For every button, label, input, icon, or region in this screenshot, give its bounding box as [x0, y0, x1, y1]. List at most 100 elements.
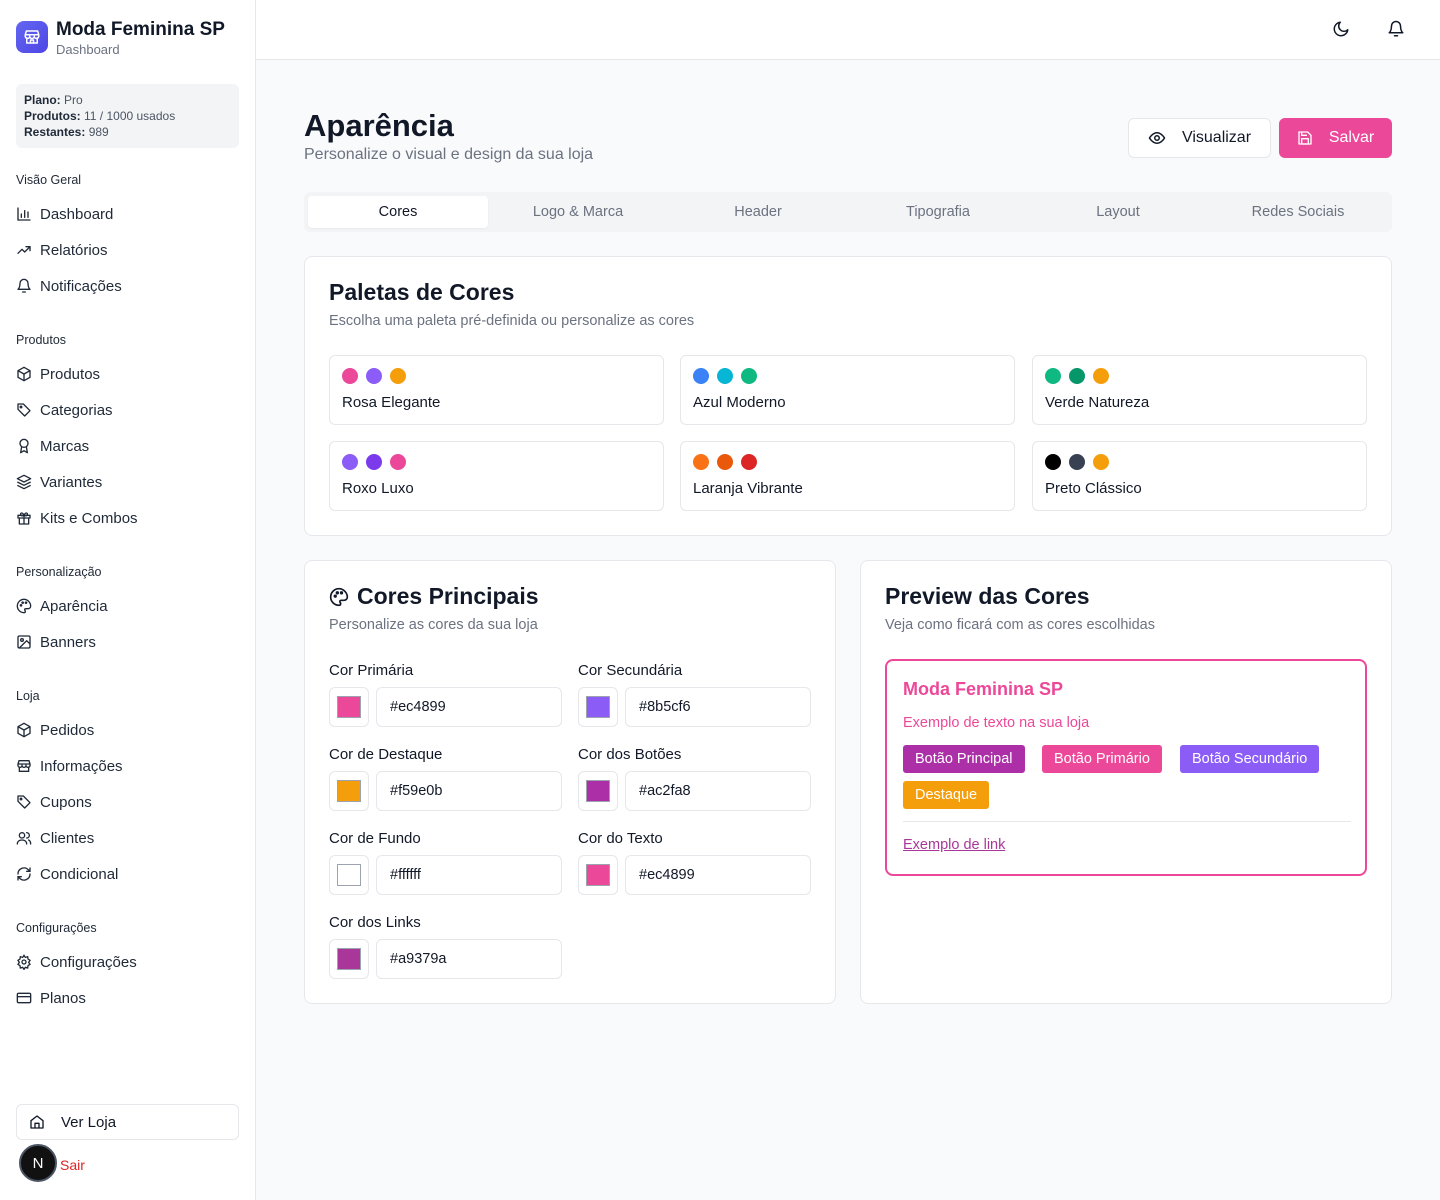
- tab-logo-marca[interactable]: Logo & Marca: [532, 204, 624, 220]
- preview-title: Preview das Cores: [885, 583, 1090, 609]
- tab-redes-sociais[interactable]: Redes Sociais: [1251, 204, 1345, 220]
- avatar[interactable]: N: [19, 1144, 57, 1182]
- preview-button-secundario[interactable]: Botão Secundário: [1180, 745, 1320, 773]
- bar-chart-icon: [17, 207, 31, 221]
- color-picker-text[interactable]: [578, 855, 618, 895]
- sidebar-item-variantes[interactable]: Variantes: [16, 464, 239, 500]
- credit-card-icon: [16, 992, 32, 1004]
- page-title: Aparência: [304, 108, 454, 143]
- color-picker-links[interactable]: [329, 939, 369, 979]
- layers-icon: [16, 474, 32, 490]
- view-store-button[interactable]: Ver Loja: [16, 1104, 239, 1140]
- sidebar-item-produtos[interactable]: Produtos: [16, 356, 239, 392]
- refresh-icon: [17, 867, 31, 881]
- tag-icon: [17, 403, 31, 417]
- color-dot: [717, 454, 733, 470]
- preview-button-destaque[interactable]: Destaque: [903, 781, 990, 809]
- sidebar-item-label: Condicional: [40, 865, 119, 883]
- nav-group-title: Loja: [16, 689, 40, 703]
- palette-laranja-vibrante[interactable]: Laranja Vibrante: [680, 441, 1015, 511]
- sidebar-item-aparencia[interactable]: Aparência: [16, 588, 239, 624]
- sidebar-item-informacoes[interactable]: Informações: [16, 748, 239, 784]
- sidebar-item-cupons[interactable]: Cupons: [16, 784, 239, 820]
- palette-rosa-elegante[interactable]: Rosa Elegante: [329, 355, 664, 425]
- color-picker-background[interactable]: [329, 855, 369, 895]
- sidebar-item-notificacoes[interactable]: Notificações: [16, 268, 239, 304]
- field-label: Cor dos Botões: [578, 746, 682, 763]
- sidebar-item-label: Categorias: [40, 401, 113, 419]
- sidebar-item-condicional[interactable]: Condicional: [16, 856, 239, 892]
- home-icon: [30, 1115, 44, 1129]
- main-colors-subtitle: Personalize as cores da sua loja: [329, 617, 538, 633]
- field-label: Cor de Fundo: [329, 830, 421, 847]
- sidebar-item-label: Dashboard: [40, 205, 114, 223]
- hex-input-secondary[interactable]: #8b5cf6: [625, 687, 811, 727]
- tab-layout[interactable]: Layout: [1096, 204, 1140, 220]
- topbar: [256, 0, 1440, 60]
- sidebar-item-clientes[interactable]: Clientes: [16, 820, 239, 856]
- palettes-subtitle: Escolha uma paleta pré-definida ou perso…: [329, 313, 695, 329]
- brand-subtitle: Dashboard: [56, 42, 120, 57]
- color-swatch: [337, 864, 361, 886]
- palettes-card: Paletas de Cores Escolha uma paleta pré-…: [304, 256, 1392, 536]
- preview-link[interactable]: Exemplo de link: [903, 837, 1006, 853]
- page-subtitle: Personalize o visual e design da sua loj…: [304, 146, 594, 163]
- preview-button[interactable]: Visualizar: [1128, 118, 1271, 158]
- sidebar-item-pedidos[interactable]: Pedidos: [16, 712, 239, 748]
- color-dot: [1069, 368, 1085, 384]
- tab-header[interactable]: Header: [734, 204, 782, 220]
- palette-preto-classico[interactable]: Preto Clássico: [1032, 441, 1367, 511]
- nav-group-title: Visão Geral: [16, 173, 82, 187]
- palette-name: Preto Clássico: [1045, 480, 1142, 497]
- color-dot: [693, 368, 709, 384]
- sidebar-item-banners[interactable]: Banners: [16, 624, 239, 660]
- tag-icon: [17, 795, 31, 809]
- sidebar-item-relatorios[interactable]: Relatórios: [16, 232, 239, 268]
- sidebar-item-label: Marcas: [40, 437, 90, 455]
- sidebar-item-label: Produtos: [40, 365, 101, 383]
- field-label: Cor do Texto: [578, 830, 663, 847]
- palette-azul-moderno[interactable]: Azul Moderno: [680, 355, 1015, 425]
- preview-button-principal[interactable]: Botão Principal: [903, 745, 1025, 773]
- hex-input-accent[interactable]: #f59e0b: [376, 771, 562, 811]
- nav-group-overview: Visão Geral Dashboard Relatórios Notific…: [16, 170, 239, 304]
- tab-tipografia[interactable]: Tipografia: [906, 204, 970, 220]
- color-dot: [390, 454, 406, 470]
- moon-icon[interactable]: [1332, 20, 1350, 38]
- color-picker-secondary[interactable]: [578, 687, 618, 727]
- trending-up-icon: [17, 246, 31, 254]
- sidebar-item-planos[interactable]: Planos: [16, 980, 239, 1016]
- save-button[interactable]: Salvar: [1279, 118, 1392, 158]
- color-dot: [741, 454, 757, 470]
- palette-verde-natureza[interactable]: Verde Natureza: [1032, 355, 1367, 425]
- nav-group-products: Produtos Produtos Categorias Marcas Vari…: [16, 330, 239, 536]
- palette-name: Azul Moderno: [693, 394, 786, 411]
- color-picker-buttons[interactable]: [578, 771, 618, 811]
- preview-store-name: Moda Feminina SP: [903, 679, 1064, 699]
- color-picker-accent[interactable]: [329, 771, 369, 811]
- hex-input-links[interactable]: #a9379a: [376, 939, 562, 979]
- bell-icon[interactable]: [1387, 20, 1405, 38]
- hex-input-buttons[interactable]: #ac2fa8: [625, 771, 811, 811]
- logout-button[interactable]: Sair: [60, 1157, 85, 1173]
- bell-icon: [17, 278, 31, 293]
- color-swatch: [337, 780, 361, 802]
- color-swatch: [337, 948, 361, 970]
- palette-roxo-luxo[interactable]: Roxo Luxo: [329, 441, 664, 511]
- preview-frame: Moda Feminina SP Exemplo de texto na sua…: [885, 659, 1367, 876]
- sidebar-item-categorias[interactable]: Categorias: [16, 392, 239, 428]
- sidebar-item-configuracoes[interactable]: Configurações: [16, 944, 239, 980]
- hex-input-primary[interactable]: #ec4899: [376, 687, 562, 727]
- color-picker-primary[interactable]: [329, 687, 369, 727]
- sidebar-item-marcas[interactable]: Marcas: [16, 428, 239, 464]
- hex-input-background[interactable]: #ffffff: [376, 855, 562, 895]
- color-dot: [390, 368, 406, 384]
- sidebar-item-dashboard[interactable]: Dashboard: [16, 196, 239, 232]
- tab-cores[interactable]: Cores: [308, 196, 488, 228]
- sidebar-item-label: Aparência: [40, 597, 108, 615]
- hex-input-text[interactable]: #ec4899: [625, 855, 811, 895]
- palettes-title: Paletas de Cores: [329, 279, 515, 305]
- color-dot: [342, 368, 358, 384]
- sidebar-item-kits[interactable]: Kits e Combos: [16, 500, 239, 536]
- preview-button-primario[interactable]: Botão Primário: [1042, 745, 1162, 773]
